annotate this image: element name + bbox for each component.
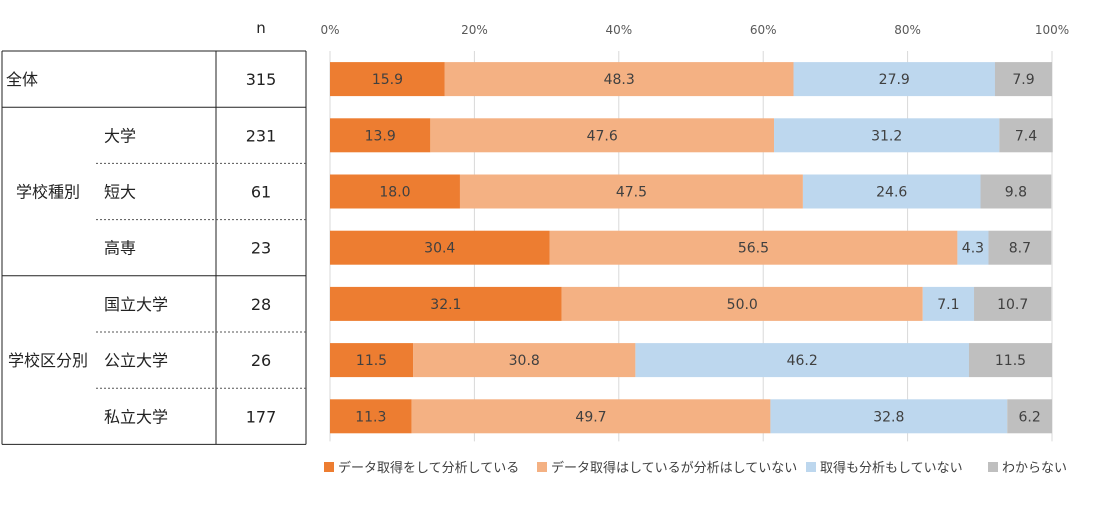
- row-label: 私立大学: [104, 407, 168, 426]
- group-label: 学校区分別: [8, 351, 88, 370]
- data-label: 24.6: [876, 185, 907, 201]
- data-label: 10.7: [997, 297, 1028, 313]
- data-label: 47.6: [587, 128, 618, 144]
- data-label: 7.9: [1012, 72, 1034, 88]
- data-label: 48.3: [604, 72, 635, 88]
- data-label: 6.2: [1018, 409, 1040, 425]
- data-label: 11.5: [995, 353, 1026, 369]
- data-label: 30.4: [424, 241, 455, 257]
- row-n: 231: [246, 126, 277, 145]
- data-label: 49.7: [575, 409, 606, 425]
- data-label: 15.9: [372, 72, 403, 88]
- x-tick-label: 60%: [750, 23, 777, 37]
- bar-segment: [459, 174, 803, 209]
- data-label: 4.3: [962, 241, 984, 257]
- row-label: 全体: [6, 70, 38, 89]
- row-n: 26: [251, 351, 271, 370]
- row-n: 28: [251, 295, 271, 314]
- legend-label: データ取得をして分析している: [338, 460, 519, 476]
- bar-segment: [430, 118, 775, 153]
- bar-segment: [561, 286, 923, 321]
- row-n: 61: [251, 183, 271, 202]
- row-label: 短大: [104, 183, 136, 202]
- bar-segment: [957, 230, 989, 265]
- bar-segment: [994, 62, 1052, 97]
- x-tick-label: 0%: [320, 23, 339, 37]
- legend-label: わからない: [1002, 461, 1067, 476]
- bar-segment: [922, 286, 975, 321]
- data-label: 56.5: [738, 241, 769, 257]
- bar-segment: [330, 174, 460, 209]
- data-label: 31.2: [871, 128, 902, 144]
- bar-segment: [330, 286, 562, 321]
- bar-segment: [802, 174, 981, 209]
- row-label: 大学: [104, 126, 136, 145]
- data-label: 27.9: [879, 72, 910, 88]
- legend-label: 取得も分析もしていない: [820, 460, 963, 476]
- row-label: 公立大学: [104, 351, 168, 370]
- x-tick-label: 100%: [1035, 23, 1069, 37]
- data-label: 46.2: [787, 353, 818, 369]
- row-label: 高専: [104, 239, 136, 258]
- row-n: 23: [251, 239, 271, 258]
- data-label: 11.5: [356, 353, 387, 369]
- n-header: n: [256, 19, 266, 37]
- data-label: 47.5: [616, 185, 647, 201]
- bar-segment: [793, 62, 995, 97]
- bar-segment: [980, 174, 1052, 209]
- bar-segment: [774, 118, 1000, 153]
- legend-swatch: [537, 462, 547, 472]
- bar-segment: [330, 62, 445, 97]
- legend-swatch: [806, 462, 816, 472]
- bar-segment: [330, 118, 431, 153]
- bar-segment: [635, 343, 969, 378]
- bar-segment: [988, 230, 1052, 265]
- row-label: 国立大学: [104, 295, 168, 314]
- legend-swatch: [988, 462, 998, 472]
- bar-segment: [330, 343, 414, 378]
- bar-segment: [770, 399, 1008, 434]
- data-label: 30.8: [509, 353, 540, 369]
- x-tick-label: 40%: [605, 23, 632, 37]
- bar-segment: [999, 118, 1053, 153]
- data-label: 7.4: [1015, 128, 1037, 144]
- data-label: 50.0: [727, 297, 758, 313]
- bar-segment: [330, 230, 550, 265]
- data-label: 18.0: [379, 185, 410, 201]
- bar-segment: [968, 343, 1052, 378]
- x-tick-label: 20%: [461, 23, 488, 37]
- bar-segment: [549, 230, 958, 265]
- bar-segment: [411, 399, 771, 434]
- group-label: 学校種別: [16, 183, 80, 202]
- data-label: 32.8: [873, 409, 904, 425]
- data-label: 7.1: [937, 297, 959, 313]
- row-n: 315: [246, 70, 277, 89]
- data-label: 9.8: [1005, 185, 1027, 201]
- row-n: 177: [246, 407, 277, 426]
- x-tick-label: 80%: [894, 23, 921, 37]
- data-label: 8.7: [1009, 241, 1031, 257]
- data-label: 13.9: [365, 128, 396, 144]
- bar-segment: [974, 286, 1052, 321]
- bar-segment: [444, 62, 794, 97]
- data-label: 11.3: [355, 409, 386, 425]
- legend-label: データ取得はしているが分析はしていない: [551, 460, 797, 476]
- bar-segment: [1007, 399, 1052, 434]
- bar-segment: [330, 399, 412, 434]
- bar-segment: [413, 343, 636, 378]
- data-label: 32.1: [430, 297, 461, 313]
- legend-swatch: [324, 462, 334, 472]
